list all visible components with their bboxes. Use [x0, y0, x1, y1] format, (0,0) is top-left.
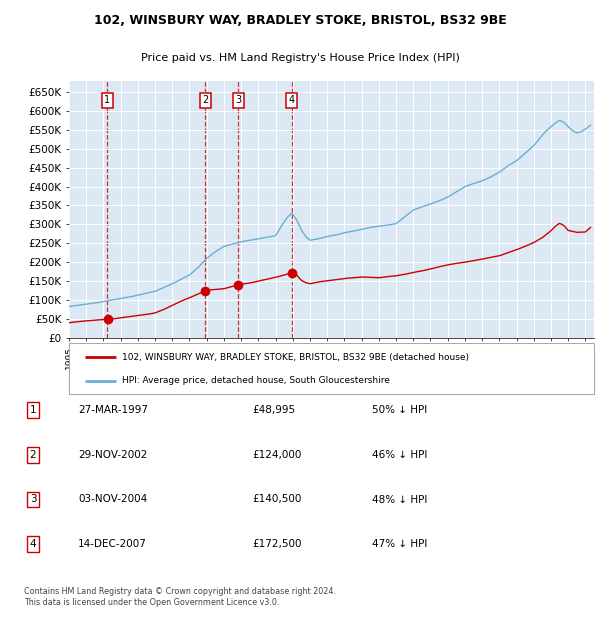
Text: 48% ↓ HPI: 48% ↓ HPI — [372, 495, 427, 505]
Text: 102, WINSBURY WAY, BRADLEY STOKE, BRISTOL, BS32 9BE (detached house): 102, WINSBURY WAY, BRADLEY STOKE, BRISTO… — [121, 353, 469, 361]
Text: 3: 3 — [235, 95, 241, 105]
Text: 4: 4 — [289, 95, 295, 105]
Text: 4: 4 — [29, 539, 37, 549]
Text: 29-NOV-2002: 29-NOV-2002 — [78, 450, 148, 460]
Text: 47% ↓ HPI: 47% ↓ HPI — [372, 539, 427, 549]
Text: 14-DEC-2007: 14-DEC-2007 — [78, 539, 147, 549]
Text: HPI: Average price, detached house, South Gloucestershire: HPI: Average price, detached house, Sout… — [121, 376, 389, 386]
Text: 1: 1 — [29, 405, 37, 415]
Text: 102, WINSBURY WAY, BRADLEY STOKE, BRISTOL, BS32 9BE: 102, WINSBURY WAY, BRADLEY STOKE, BRISTO… — [94, 14, 506, 27]
Text: 2: 2 — [29, 450, 37, 460]
Text: £172,500: £172,500 — [252, 539, 302, 549]
Text: Contains HM Land Registry data © Crown copyright and database right 2024.
This d: Contains HM Land Registry data © Crown c… — [24, 587, 336, 606]
Text: 27-MAR-1997: 27-MAR-1997 — [78, 405, 148, 415]
Text: Price paid vs. HM Land Registry's House Price Index (HPI): Price paid vs. HM Land Registry's House … — [140, 53, 460, 63]
Text: 2: 2 — [202, 95, 208, 105]
Text: 1: 1 — [104, 95, 110, 105]
Text: 50% ↓ HPI: 50% ↓ HPI — [372, 405, 427, 415]
Text: £140,500: £140,500 — [252, 495, 301, 505]
Text: £48,995: £48,995 — [252, 405, 295, 415]
Text: 03-NOV-2004: 03-NOV-2004 — [78, 495, 147, 505]
Text: £124,000: £124,000 — [252, 450, 301, 460]
Text: 3: 3 — [29, 495, 37, 505]
Text: 46% ↓ HPI: 46% ↓ HPI — [372, 450, 427, 460]
